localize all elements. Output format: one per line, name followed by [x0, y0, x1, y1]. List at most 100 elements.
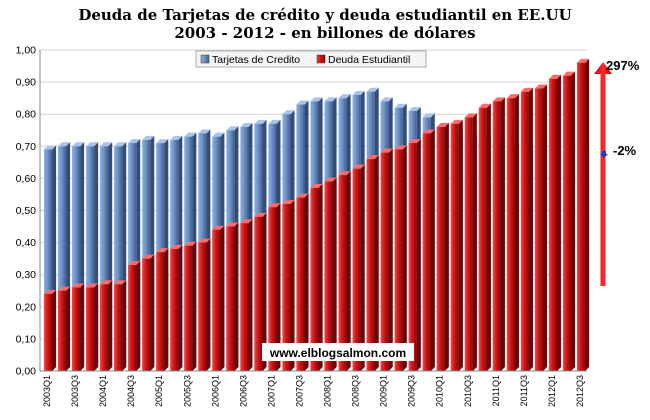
- bar-face: [57, 146, 67, 371]
- bar-face: [71, 146, 81, 371]
- y-tick-label: 0,50: [16, 205, 37, 217]
- bar-face: [240, 223, 249, 371]
- bar-student: [86, 283, 99, 371]
- bar-student: [100, 280, 113, 371]
- bar-top: [198, 129, 211, 134]
- bar-face: [268, 207, 277, 371]
- x-tick-label: 2009Q3: [407, 375, 417, 407]
- bar-student: [492, 97, 505, 372]
- bar-top: [366, 87, 379, 92]
- bar-top: [142, 135, 155, 140]
- x-tick-label: 2012Q3: [575, 375, 585, 407]
- bar-face: [86, 146, 95, 371]
- bar-top: [156, 139, 169, 144]
- bar-top: [268, 119, 281, 124]
- bar-student: [142, 254, 155, 371]
- x-tick-label: 2007Q3: [294, 375, 304, 407]
- bar-top: [114, 280, 127, 285]
- bar-side: [276, 203, 281, 371]
- bar-top: [422, 113, 435, 118]
- bar-side: [52, 289, 57, 371]
- bar-student: [478, 103, 491, 371]
- bar-face: [170, 249, 179, 371]
- bar-side: [585, 58, 590, 372]
- bar-top: [478, 103, 491, 108]
- bar-student: [366, 155, 379, 371]
- bar-side: [416, 139, 421, 371]
- bar-student: [114, 280, 127, 371]
- x-tick-label: 2010Q1: [435, 375, 445, 407]
- arrow-up-icon: [594, 62, 612, 286]
- bar-student: [352, 164, 365, 371]
- bar-student: [450, 119, 463, 371]
- bar-side: [80, 283, 85, 371]
- bar-top: [422, 129, 435, 134]
- chart-subtitle: 2003 - 2012 - en billones de dólares: [174, 24, 475, 42]
- bar-top: [212, 225, 225, 230]
- bar-student: [436, 123, 449, 371]
- bar-face: [114, 146, 123, 371]
- bar-top: [380, 97, 393, 102]
- bar-face: [156, 252, 165, 371]
- bar-student: [520, 87, 533, 371]
- bar-student: [324, 177, 337, 371]
- annotation-student: 297%: [594, 58, 640, 286]
- watermark-box: [262, 343, 414, 361]
- bar-side: [66, 286, 71, 371]
- bar-side: [346, 171, 351, 371]
- bar-face: [394, 149, 403, 371]
- bar-top: [352, 164, 365, 169]
- bar-student: [506, 94, 519, 372]
- bar-side: [234, 222, 239, 371]
- bar-top: [324, 177, 337, 182]
- bar-face: [464, 117, 473, 371]
- x-tick-label: 2006Q1: [210, 375, 220, 407]
- bar-face: [86, 287, 95, 371]
- bar-face: [478, 107, 487, 371]
- bar-side: [262, 212, 267, 371]
- bar-face: [576, 62, 586, 372]
- bar-top: [128, 139, 141, 144]
- chart-title: Deuda de Tarjetas de crédito y deuda est…: [78, 6, 571, 24]
- bar-student: [212, 225, 225, 371]
- bar-face: [436, 127, 445, 371]
- y-tick-label: 0,70: [16, 141, 37, 153]
- bar-top: [506, 94, 519, 99]
- bar-top: [352, 90, 365, 95]
- bar-face: [184, 245, 193, 371]
- x-tick-label: 2011Q3: [519, 375, 529, 406]
- x-tick-label: 2005Q3: [182, 375, 192, 407]
- bar-face: [226, 226, 235, 371]
- bar-top: [128, 261, 141, 266]
- bar-student: [408, 139, 421, 371]
- bar-top: [100, 280, 113, 285]
- bar-top: [43, 289, 57, 294]
- bar-side: [514, 94, 519, 372]
- bar-top: [296, 193, 309, 198]
- legend-box: [195, 50, 427, 68]
- x-tick-label: 2008Q3: [351, 375, 361, 407]
- x-tick-label: 2011Q1: [491, 375, 501, 406]
- bar-top: [100, 142, 113, 147]
- bar-face: [198, 242, 207, 371]
- bar-top: [310, 97, 323, 102]
- bar-student: [310, 184, 323, 371]
- y-tick-label: 0,80: [16, 109, 37, 121]
- bar-face: [71, 287, 81, 371]
- bar-top: [324, 97, 337, 102]
- bar-side: [374, 155, 379, 371]
- bar-side: [458, 119, 463, 371]
- bar-top: [142, 254, 155, 259]
- bar-student: [562, 71, 576, 372]
- bar-side: [220, 225, 225, 371]
- bar-side: [136, 261, 141, 371]
- bar-face: [57, 290, 67, 371]
- bar-face: [562, 75, 572, 372]
- bar-side: [122, 280, 127, 371]
- bar-top: [57, 142, 71, 147]
- y-tick-label: 1,00: [16, 45, 37, 57]
- x-tick-label: 2003Q1: [42, 375, 52, 407]
- bar-student: [380, 148, 393, 371]
- bar-student: [282, 200, 295, 371]
- bar-side: [388, 148, 393, 371]
